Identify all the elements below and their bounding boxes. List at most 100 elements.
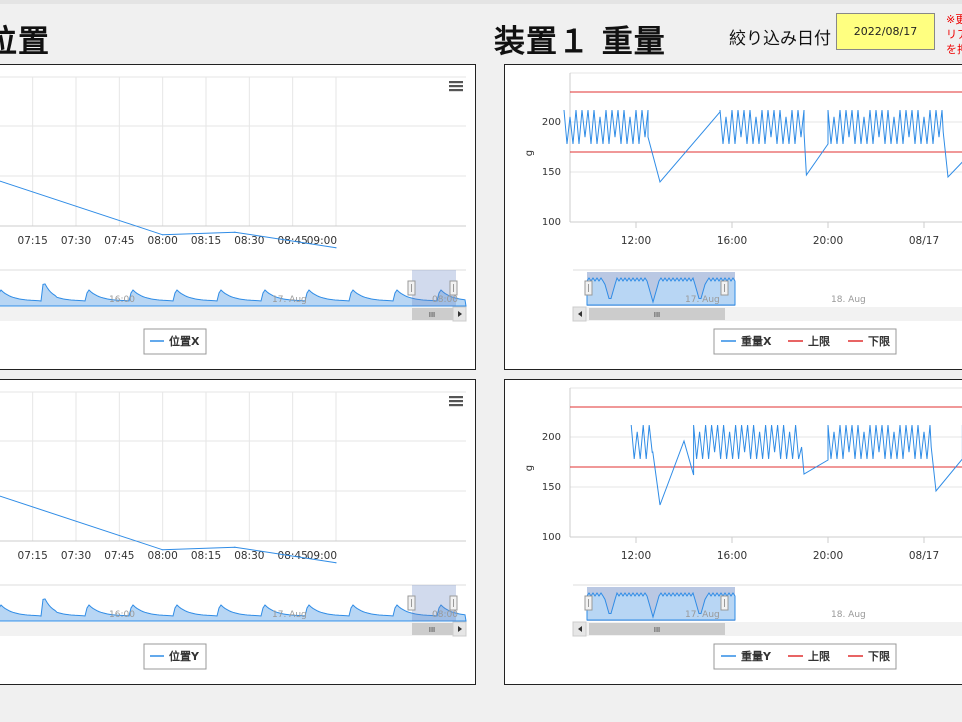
legend-item[interactable]: 上限 (788, 649, 830, 663)
data-point (234, 546, 236, 548)
top-tab-strip (0, 0, 962, 4)
arrow-right-icon (458, 311, 462, 317)
legend-item[interactable]: 位置Y (150, 649, 200, 663)
hamburger-bar (449, 404, 463, 407)
legend-box (713, 643, 897, 670)
x-tick-label: 16:00 (717, 550, 747, 562)
arrow-right-icon (458, 626, 462, 632)
chart-svg: 100 150 200 g 12:00 16:00 20:00 08/17 17. Aug 18.… (524, 387, 962, 670)
y-axis-title: g (524, 150, 535, 156)
series-line (630, 424, 962, 506)
scrollbar-thumb[interactable] (589, 623, 725, 635)
x-tick-label: 07:30 (61, 550, 91, 562)
legend-label: 上限 (808, 649, 830, 663)
data-point (162, 234, 164, 236)
scrollbar[interactable]: III (0, 306, 467, 322)
navigator-label: 17. Aug (272, 610, 307, 620)
y-tick-label: 100 (542, 217, 561, 228)
scrollbar-thumb[interactable] (412, 308, 453, 320)
x-tick-label: 08/17 (909, 550, 939, 562)
navigator-series (586, 591, 736, 621)
x-tick-label: 07:45 (104, 550, 134, 562)
navigator-label: 16:00 (109, 295, 135, 305)
navigator-series (586, 276, 736, 306)
arrow-left-icon (578, 311, 582, 317)
weight-y-chart: 100 150 200 g 12:00 16:00 20:00 08/17 17. Aug 18.… (504, 379, 962, 685)
x-tick-label: 16:00 (717, 235, 747, 247)
hamburger-bar (449, 400, 463, 403)
note-line-2: リア (946, 28, 962, 41)
x-tick-label: 07:45 (104, 235, 134, 247)
navigator[interactable]: 17. Aug 18. Aug (573, 584, 962, 621)
grid (0, 391, 466, 542)
legend-label: 上限 (808, 334, 830, 348)
grid (0, 76, 466, 227)
hamburger-icon[interactable] (449, 81, 463, 92)
legend-label: 位置X (169, 334, 200, 348)
x-tick-label: 08:30 (234, 550, 264, 562)
series-line (0, 495, 337, 564)
navigator-label: 18. Aug (831, 610, 866, 620)
navigator[interactable]: 16:00 17. Aug 08:00 (0, 269, 467, 307)
chart-svg: 100 150 200 g 12:00 16:00 20:00 08/17 17. Aug 18.… (524, 72, 962, 355)
y-tick-label: 150 (542, 167, 561, 178)
legend-label: 位置Y (169, 649, 200, 663)
series-line (0, 180, 337, 249)
position-y-chart: 07:15 07:30 07:45 08:00 08:15 08:30 08:45 09:00… (0, 379, 476, 685)
hamburger-bar (449, 85, 463, 88)
scrollbar-thumb[interactable] (412, 623, 453, 635)
navigator-selection[interactable] (412, 585, 456, 621)
weight-section-title: 装置１ 重量 (494, 24, 666, 60)
data-point (335, 247, 337, 249)
scrollbar-track (0, 622, 466, 636)
hamburger-bar (449, 89, 463, 92)
x-tick-label: 07:30 (61, 235, 91, 247)
legend-item[interactable]: 重量Y (721, 649, 772, 663)
legend-box (713, 328, 897, 355)
scrollbar[interactable]: III (572, 621, 962, 637)
update-note: ※更 リア を押 (946, 12, 962, 57)
navigator-selection[interactable] (412, 270, 456, 306)
note-line-1: ※更 (946, 13, 962, 26)
legend-item[interactable]: 上限 (788, 334, 830, 348)
legend-item[interactable]: 位置X (150, 334, 200, 348)
scrollbar-grip-icon: III (429, 311, 435, 319)
scrollbar[interactable]: III (572, 306, 962, 322)
legend-label: 重量X (741, 334, 772, 348)
legend-item[interactable]: 重量X (721, 334, 772, 348)
data-point (234, 231, 236, 233)
legend-label: 重量Y (741, 649, 772, 663)
legend: 位置X (143, 328, 207, 355)
note-line-3: を押 (946, 43, 962, 56)
y-axis-title: g (524, 465, 535, 471)
scrollbar[interactable]: III (0, 621, 467, 637)
navigator[interactable]: 17. Aug 18. Aug (573, 269, 962, 306)
grid (570, 387, 962, 543)
date-filter-input[interactable]: 2022/08/17 (836, 13, 935, 50)
grid (570, 72, 962, 228)
hamburger-bar (449, 81, 463, 84)
series-line (563, 109, 962, 184)
navigator-series (0, 598, 467, 622)
legend-item[interactable]: 下限 (848, 334, 890, 348)
navigator[interactable]: 16:00 17. Aug 08:00 (0, 584, 467, 622)
x-tick-label: 12:00 (621, 235, 651, 247)
x-tick-label: 07:15 (18, 235, 48, 247)
navigator-series (0, 283, 467, 307)
x-tick-label: 08:15 (191, 235, 221, 247)
data-point (162, 549, 164, 551)
navigator-label: 17. Aug (685, 610, 720, 620)
navigator-label: 17. Aug (685, 295, 720, 305)
legend: 重量Y 上限 下限 (713, 643, 897, 670)
hamburger-bar (449, 396, 463, 399)
position-x-chart: 07:15 07:30 07:45 08:00 08:15 08:30 08:45 09:00… (0, 64, 476, 370)
legend-label: 下限 (868, 649, 890, 663)
date-filter-label: 絞り込み日付 (729, 29, 831, 49)
scrollbar-thumb[interactable] (589, 308, 725, 320)
navigator-label: 08:00 (432, 295, 458, 305)
scrollbar-track (0, 307, 466, 321)
x-tick-label: 20:00 (813, 235, 843, 247)
hamburger-icon[interactable] (449, 396, 463, 407)
legend-item[interactable]: 下限 (848, 649, 890, 663)
y-tick-label: 100 (542, 532, 561, 543)
